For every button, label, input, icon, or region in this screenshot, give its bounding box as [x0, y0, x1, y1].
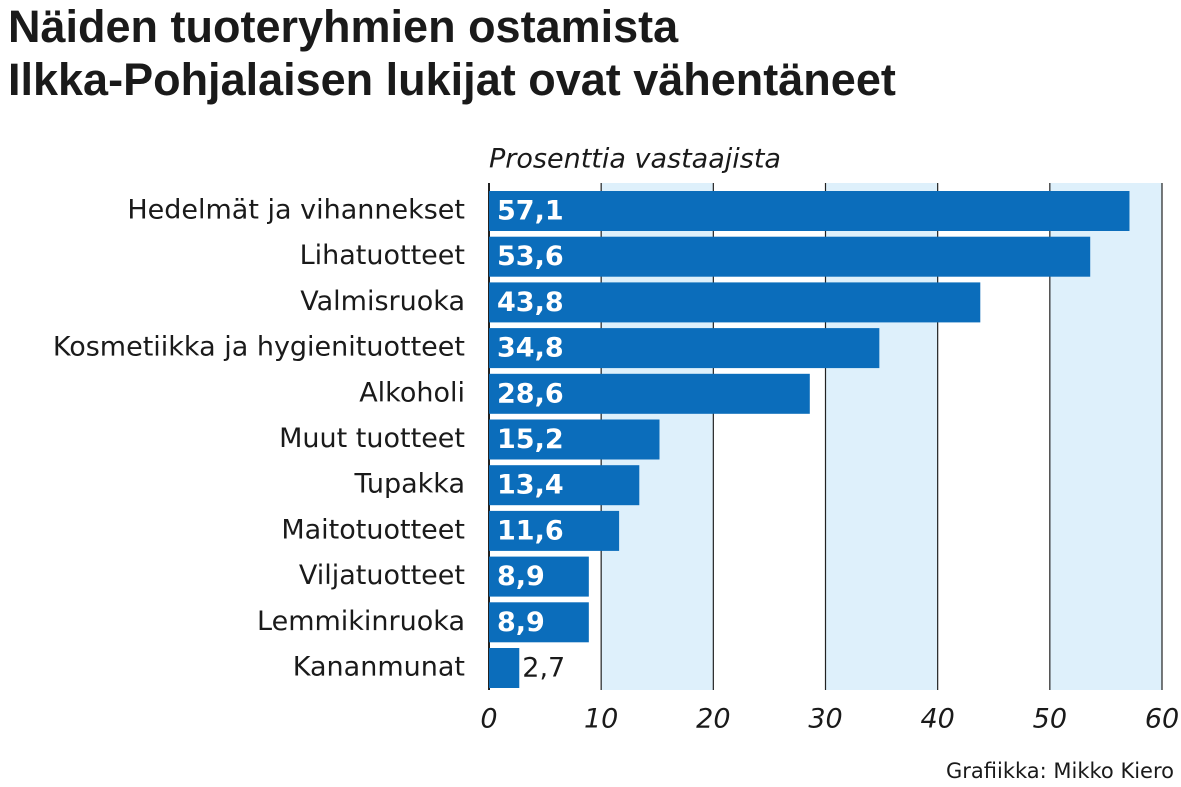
bar	[489, 465, 640, 506]
bar	[489, 282, 981, 323]
y-tick-label: Lemmikinruoka	[257, 606, 465, 637]
x-tick-label: 40	[920, 704, 954, 735]
y-tick-label: Lihatuotteet	[300, 240, 465, 271]
bar	[489, 191, 1130, 231]
value-label: 57,1	[497, 196, 564, 227]
y-tick-label: Viljatuotteet	[299, 560, 465, 591]
y-tick-label: Maitotuotteet	[281, 514, 465, 545]
bar	[489, 328, 880, 369]
x-tick-label: 20	[696, 704, 730, 735]
x-tick-label: 30	[808, 704, 842, 735]
value-label: 8,9	[497, 561, 545, 592]
value-label: 28,6	[497, 378, 564, 409]
value-label: 13,4	[497, 470, 564, 501]
bar	[489, 510, 620, 551]
value-label: 11,6	[497, 515, 564, 546]
x-tick-label: 0	[480, 704, 497, 735]
bar	[489, 373, 810, 414]
y-tick-label: Alkoholi	[359, 377, 465, 408]
y-tick-label: Kananmunat	[293, 652, 465, 683]
chart-title: Ilkka-Pohjalaisen lukijat ovat vähentäne…	[8, 54, 896, 105]
bar	[489, 419, 660, 460]
value-label: 8,9	[497, 607, 545, 638]
bar	[489, 648, 520, 688]
bar	[489, 556, 589, 597]
chart-title: Näiden tuoteryhmien ostamista	[8, 1, 679, 52]
value-label: 15,2	[497, 424, 564, 455]
value-label: 2,7	[522, 653, 565, 684]
x-tick-label: 50	[1033, 704, 1067, 735]
y-tick-label: Valmisruoka	[300, 286, 465, 317]
bar	[489, 602, 589, 643]
value-label: 53,6	[497, 241, 564, 272]
value-label: 34,8	[497, 333, 564, 364]
y-tick-label: Tupakka	[353, 469, 465, 500]
bar	[489, 236, 1091, 277]
x-tick-label: 60	[1145, 704, 1179, 735]
y-tick-label: Muut tuotteet	[279, 423, 465, 454]
y-tick-label: Hedelmät ja vihannekset	[127, 195, 465, 226]
y-tick-label: Kosmetiikka ja hygienituotteet	[53, 332, 465, 363]
value-label: 43,8	[497, 287, 564, 318]
x-tick-label: 10	[584, 704, 618, 735]
axis-subtitle: Prosenttia vastaajista	[489, 144, 781, 175]
credit: Grafiikka: Mikko Kiero	[946, 759, 1174, 783]
